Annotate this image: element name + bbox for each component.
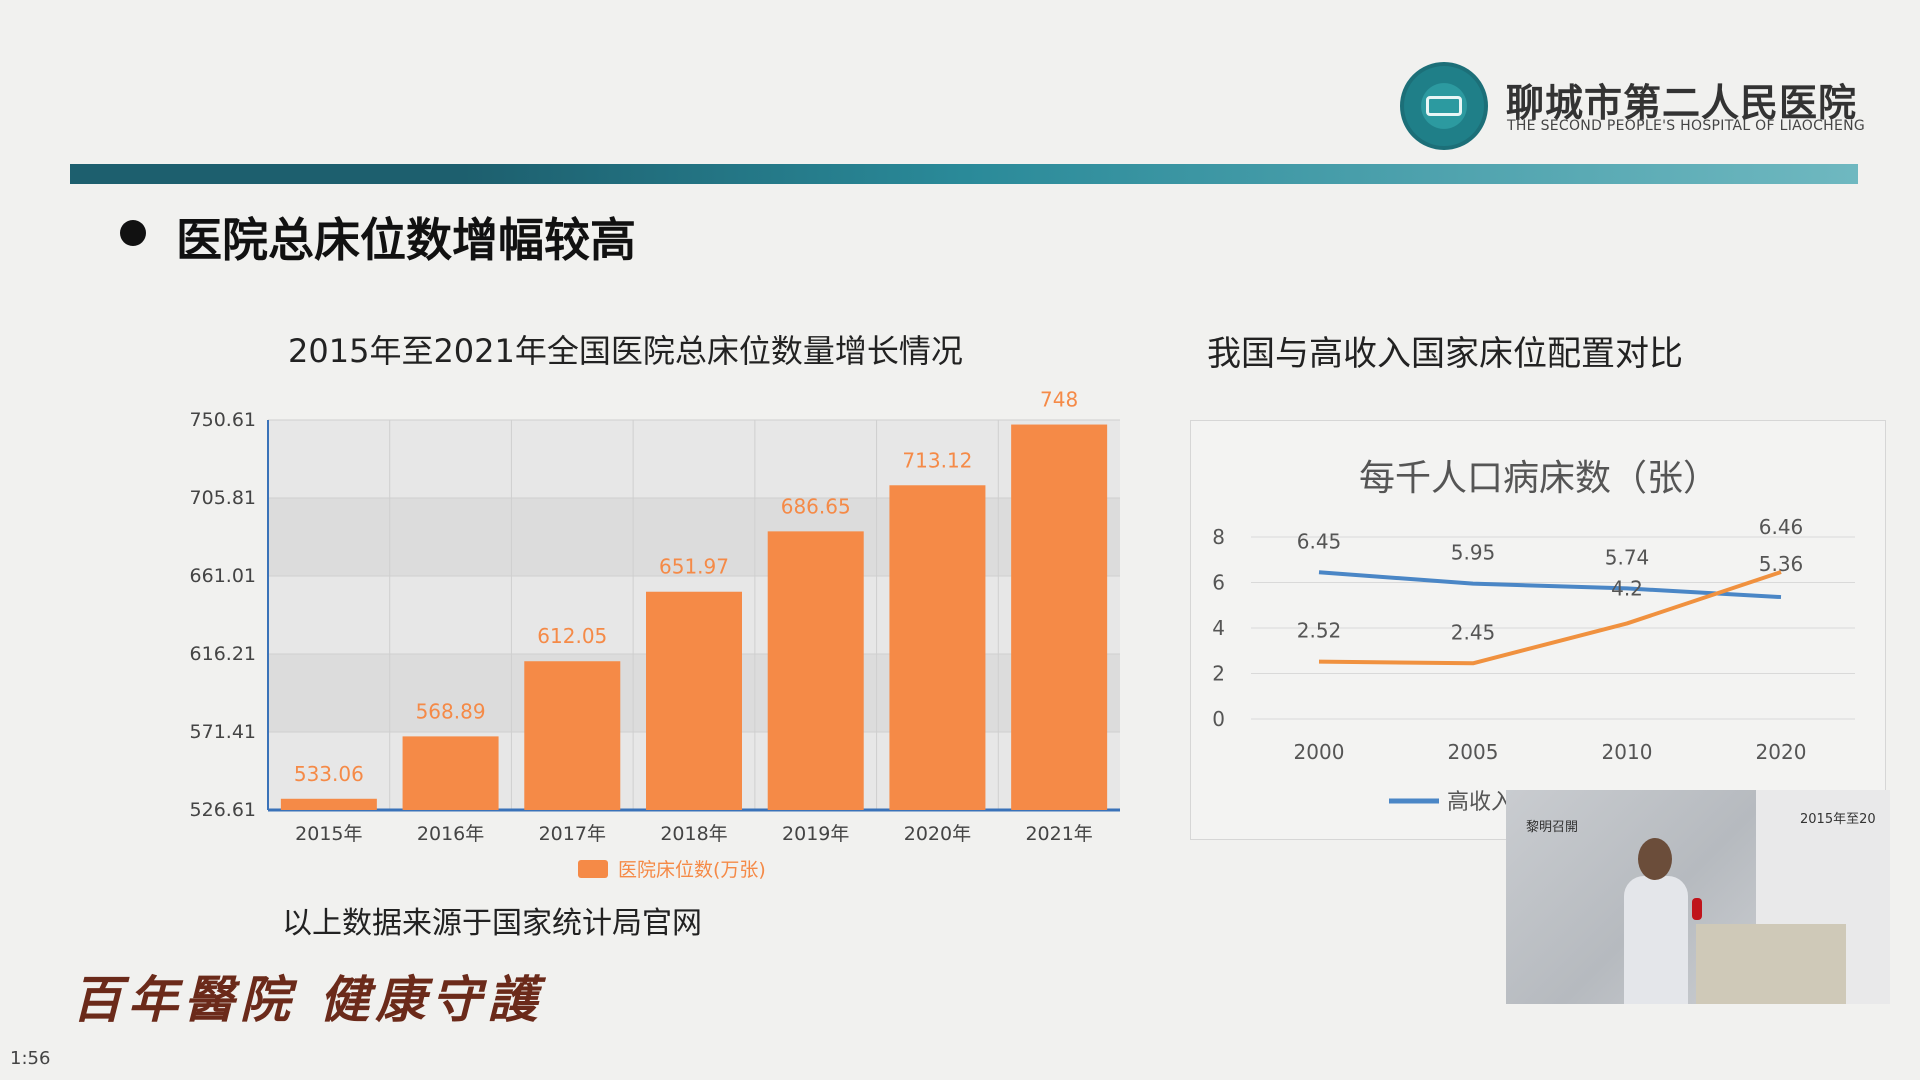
legend-swatch [578,860,608,878]
y-tick-label: 571.41 [190,721,256,743]
bar [767,531,864,810]
y-tick-label: 8 [1212,525,1225,549]
hospital-name-en: THE SECOND PEOPLE'S HOSPITAL OF LIAOCHEN… [1507,118,1866,134]
bar [646,591,742,810]
slide-title: 医院总床位数增幅较高 [176,213,636,267]
bar-data-label: 651.97 [659,555,729,579]
x-tick-label: 2020 [1756,740,1807,764]
header-bar [70,164,1858,184]
bar [524,661,621,810]
legend-label: 高收入 [1447,790,1513,815]
x-tick-label: 2015年 [295,823,362,845]
y-tick-label: 0 [1212,707,1225,731]
series-line [1318,570,1782,666]
bar-chart: 526.61 571.41 616.21 661.01 705.81 750.61 533.… [190,388,1120,881]
x-tick-label: 2016年 [417,823,484,845]
x-tick-label: 2018年 [660,823,727,845]
bar-data-label: 533.06 [294,762,364,786]
y-tick-label: 705.81 [190,487,256,509]
video-timestamp: 1:56 [10,1048,51,1069]
data-label: 5.95 [1451,541,1496,565]
y-tick-label: 526.61 [190,799,256,821]
y-tick-label: 750.61 [190,409,256,431]
line-chart-inner-title: 每千人口病床数（张） [1358,458,1719,499]
y-tick-label: 6 [1212,571,1225,595]
bullet-icon [120,220,146,246]
data-label: 4.2 [1611,576,1643,600]
y-tick-label: 616.21 [190,643,256,665]
video-banner: 黎明召開 [1526,820,1579,835]
legend-label: 医院床位数(万张) [618,859,766,881]
x-tick-label: 2021年 [1025,823,1092,845]
line-chart-panel: 0 2 4 6 8 2000 2005 2010 2020 6.45 5.95 5.74 5.36 2.5… [1190,420,1886,840]
bar [402,736,499,810]
x-tick-label: 2005 [1448,740,1499,764]
data-label: 6.46 [1759,515,1804,539]
bar [889,485,986,810]
bar-data-label: 686.65 [781,494,851,518]
x-tick-label: 2017年 [539,823,606,845]
x-tick-label: 2010 [1602,740,1653,764]
hospital-logo-icon [1400,62,1488,150]
y-tick-label: 4 [1212,616,1225,640]
speaker [1624,876,1688,1004]
slogan: 百年醫院 健康守護 [72,970,544,1029]
bar [1011,424,1108,810]
bar-data-label: 748 [1040,388,1078,412]
bar-data-label: 612.05 [537,624,607,648]
y-tick-label: 2 [1212,662,1225,686]
series-line [1318,570,1782,600]
hospital-name: 聊城市第二人民医院 [1506,81,1858,125]
x-tick-label: 2020年 [904,823,971,845]
bar [280,798,377,810]
speaker-video[interactable]: 2015年至20 黎明召開 [1506,790,1890,1004]
bar-chart-title: 2015年至2021年全国医院总床位数量增长情况 [288,332,963,370]
data-label: 6.45 [1297,529,1342,553]
podium [1696,924,1846,1004]
source-note: 以上数据来源于国家统计局官网 [282,906,702,941]
microphone-icon [1692,898,1702,920]
x-tick-label: 2019年 [782,823,849,845]
bar-data-label: 713.12 [902,448,972,472]
data-label: 5.74 [1605,545,1650,569]
video-screen-title: 2015年至20 [1800,812,1876,827]
plot-band [268,420,1120,498]
data-label: 2.45 [1451,620,1496,644]
bar-data-label: 568.89 [416,699,486,723]
data-label: 2.52 [1297,619,1342,643]
x-tick-label: 2000 [1294,740,1345,764]
y-tick-label: 661.01 [190,565,256,587]
speaker-head [1638,838,1672,880]
line-chart-title: 我国与高收入国家床位配置对比 [1207,334,1683,374]
